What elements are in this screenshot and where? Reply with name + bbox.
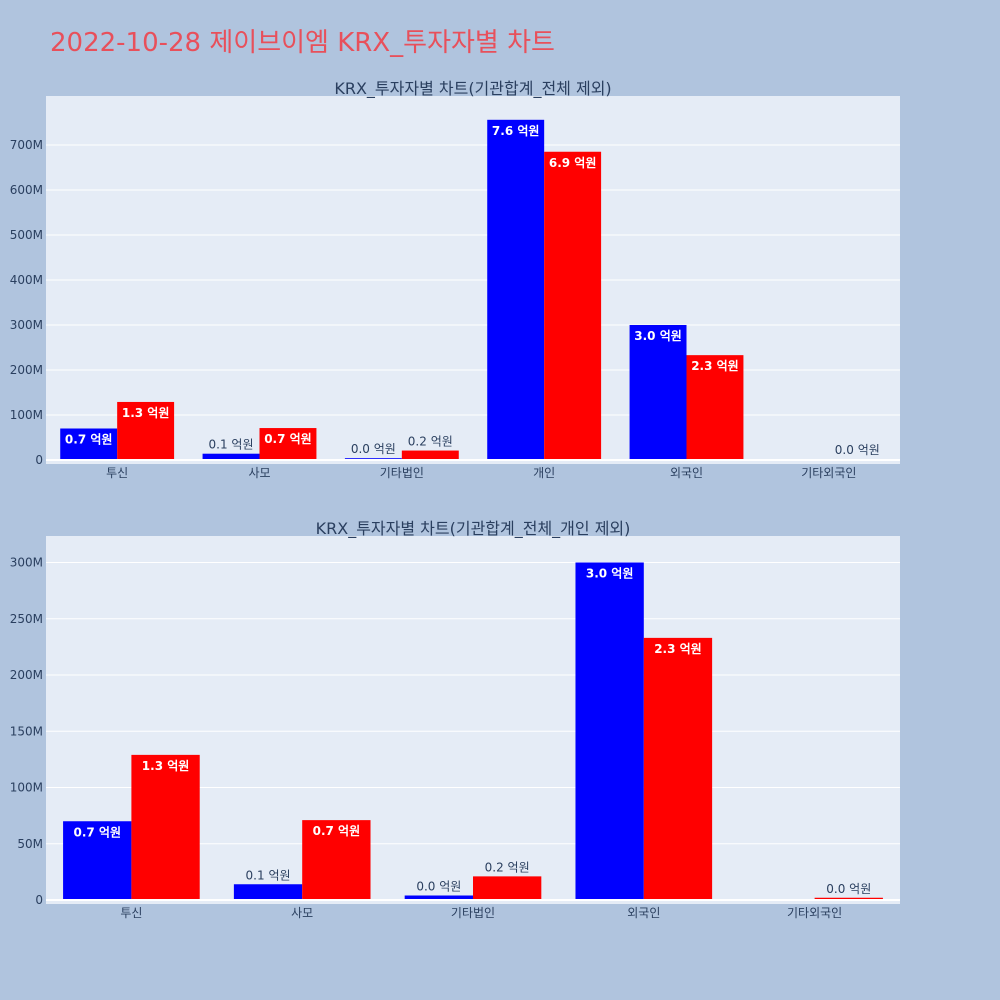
data-label: 0.1 억원 (209, 438, 254, 452)
x-tick-label: 기타외국인 (801, 466, 856, 480)
data-label: 0.2 억원 (408, 435, 453, 449)
data-label: 0.2 억원 (485, 860, 530, 874)
data-label: 3.0 억원 (586, 567, 634, 581)
x-tick-label: 투신 (120, 906, 142, 920)
x-tick-label: 사모 (248, 466, 270, 480)
data-label: 0.7 억원 (264, 432, 312, 446)
y-tick-label: 0 (35, 893, 43, 907)
bar (629, 325, 687, 460)
y-tick-label: 100M (10, 781, 43, 795)
data-label: 2.3 억원 (654, 642, 702, 656)
data-label: 0.7 억원 (73, 825, 121, 839)
bar (202, 453, 260, 460)
y-tick-label: 200M (10, 668, 43, 682)
x-tick-label: 개인 (533, 466, 555, 480)
data-label: 1.3 억원 (122, 406, 170, 420)
data-label: 1.3 억원 (142, 759, 190, 773)
data-label: 6.9 억원 (549, 156, 597, 170)
chart-title: KRX_투자자별 차트(기관합계_전체_개인 제외) (316, 519, 631, 539)
bar (814, 897, 883, 900)
x-tick-label: 외국인 (627, 906, 660, 920)
y-tick-label: 300M (10, 556, 43, 570)
data-label: 7.6 억원 (492, 124, 540, 138)
y-tick-label: 50M (17, 837, 43, 851)
bar (63, 821, 132, 900)
y-tick-label: 700M (10, 138, 43, 152)
x-tick-label: 기타외국인 (787, 906, 842, 920)
data-label: 3.0 억원 (634, 329, 682, 343)
y-tick-label: 150M (10, 724, 43, 738)
y-tick-label: 400M (10, 273, 43, 287)
bar (473, 876, 542, 900)
bar (233, 884, 303, 900)
data-label: 0.1 억원 (246, 868, 291, 882)
y-tick-label: 250M (10, 612, 43, 626)
bar (401, 450, 459, 460)
data-label: 0.7 억원 (65, 433, 113, 447)
x-tick-label: 외국인 (670, 466, 703, 480)
data-label: 0.0 억원 (351, 442, 396, 456)
y-tick-label: 500M (10, 228, 43, 242)
y-tick-label: 0 (35, 453, 43, 467)
bar (686, 355, 744, 460)
page-title: 2022-10-28 제이브이엠 KRX_투자자별 차트 (50, 28, 555, 58)
data-label: 2.3 억원 (691, 359, 739, 373)
bar (544, 151, 602, 460)
bar (643, 637, 713, 900)
bar (60, 428, 118, 460)
y-tick-label: 300M (10, 318, 43, 332)
bar (259, 428, 317, 460)
x-tick-label: 사모 (291, 906, 313, 920)
data-label: 0.0 억원 (416, 880, 461, 894)
chart-title: KRX_투자자별 차트(기관합계_전체 제외) (334, 79, 611, 99)
data-label: 0.0 억원 (835, 443, 880, 457)
x-tick-label: 투신 (106, 466, 128, 480)
bar (302, 820, 371, 900)
x-tick-label: 기타법인 (380, 466, 424, 480)
y-tick-label: 100M (10, 408, 43, 422)
y-tick-label: 600M (10, 183, 43, 197)
x-tick-label: 기타법인 (451, 906, 495, 920)
bar (117, 401, 175, 460)
data-label: 0.7 억원 (313, 824, 361, 838)
data-label: 0.0 억원 (826, 882, 871, 896)
bar (131, 754, 200, 900)
bar (575, 562, 644, 900)
y-tick-label: 200M (10, 363, 43, 377)
bar (404, 895, 473, 900)
bar (487, 119, 545, 461)
